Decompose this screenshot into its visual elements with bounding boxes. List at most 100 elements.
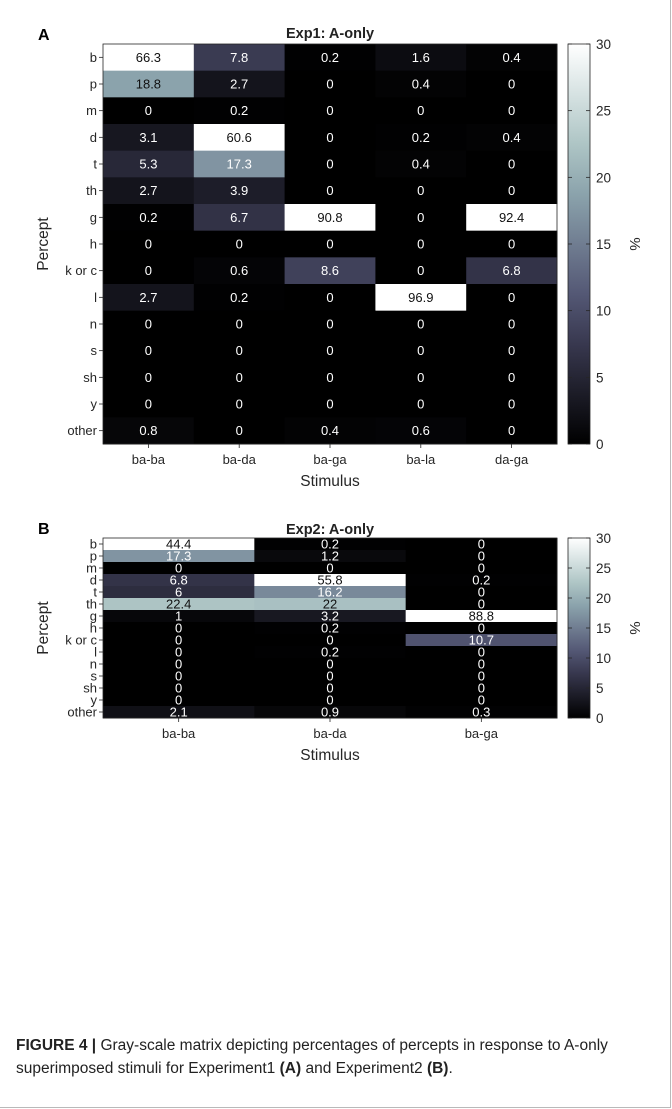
cell-value-label: 66.3 [136, 50, 161, 65]
figure-caption: FIGURE 4 | Gray-scale matrix depicting p… [16, 1034, 656, 1080]
cell-value-label: 0 [236, 237, 243, 252]
cell-value-label: 0 [145, 263, 152, 278]
colorbar-tick-label: 0 [596, 711, 604, 726]
colorbar-tick-label: 20 [596, 591, 611, 606]
cell-value-label: 0 [417, 397, 424, 412]
cell-value-label: 7.8 [230, 50, 248, 65]
figure-canvas: A Exp1: A-only 66.3 7.8 0.2 1.6 0.4 18.8 2.7 0 0.4… [0, 0, 672, 1030]
cell-value-label: 92.4 [499, 210, 524, 225]
cell-value-label: 3.1 [139, 130, 157, 145]
y-tick-label: g [90, 210, 97, 225]
x-tick-label: ba-la [406, 452, 436, 467]
x-tick-label: ba-ga [313, 452, 347, 467]
colorbar-tick-label: 25 [596, 561, 611, 576]
x-tick-label: ba-da [313, 726, 347, 741]
cell-value-label: 0 [236, 397, 243, 412]
cell-value-label: 0.2 [321, 50, 339, 65]
cell-value-label: 0 [417, 343, 424, 358]
cell-value-label: 0 [508, 370, 515, 385]
cell-value-label: 0 [326, 183, 333, 198]
cell-value-label: 0 [508, 343, 515, 358]
chart-title: Exp1: A-only [286, 26, 374, 42]
cell-value-label: 2.7 [139, 183, 157, 198]
cell-value-label: 0 [508, 317, 515, 332]
colorbar-tick-label: 5 [596, 681, 604, 696]
y-tick-label: other [67, 423, 97, 438]
cell-value-label: 0 [326, 130, 333, 145]
colorbar-tick-label: 15 [596, 237, 611, 252]
cell-value-label: 0.6 [230, 263, 248, 278]
x-tick-label: ba-ga [465, 726, 499, 741]
cell-value-label: 96.9 [408, 290, 433, 305]
x-tick-label: ba-da [223, 452, 257, 467]
cell-value-label: 0 [508, 290, 515, 305]
colorbar-tick-label: 30 [596, 37, 611, 52]
cell-value-label: 18.8 [136, 77, 161, 92]
x-tick-label: ba-ba [132, 452, 166, 467]
cell-value-label: 0 [326, 77, 333, 92]
panel-b-heatmap: B Exp2: A-only44.4 0.2 017.3 1.2 00 0 06.8 55.8 0… [35, 521, 643, 764]
cell-value-label: 0 [417, 237, 424, 252]
cell-value-label: 8.6 [321, 263, 339, 278]
colorbar-tick-label: 25 [596, 104, 611, 119]
cell-value-label: 0 [508, 423, 515, 438]
colorbar-tick-label: 0 [596, 437, 604, 452]
cell-value-label: 60.6 [227, 130, 252, 145]
cell-value-label: 0.4 [503, 130, 521, 145]
cell-value-label: 0 [326, 157, 333, 172]
cell-value-label: 0.4 [321, 423, 339, 438]
panel-label: B [38, 521, 50, 538]
cell-value-label: 0 [145, 237, 152, 252]
cell-value-label: 0 [145, 343, 152, 358]
y-tick-label: sh [83, 370, 97, 385]
colorbar-tick-label: 15 [596, 621, 611, 636]
y-tick-label: k or c [65, 263, 97, 278]
cell-value-label: 5.3 [139, 157, 157, 172]
cell-value-label: 0 [145, 317, 152, 332]
cell-value-label: 0 [417, 370, 424, 385]
y-tick-label: n [90, 317, 97, 332]
colorbar-label: % [626, 237, 643, 250]
colorbar-tick-label: 10 [596, 651, 611, 666]
cell-value-label: 1.6 [412, 50, 430, 65]
y-tick-label: l [94, 290, 97, 305]
y-tick-label: d [90, 130, 97, 145]
colorbar-tick-label: 20 [596, 170, 611, 185]
cell-value-label: 0 [326, 343, 333, 358]
y-tick-label: p [90, 77, 97, 92]
cell-value-label: 6.8 [503, 263, 521, 278]
cell-value-label: 0 [326, 370, 333, 385]
cell-value-label: 0 [417, 183, 424, 198]
cell-value-label: 0 [145, 103, 152, 118]
cell-value-label: 0 [145, 370, 152, 385]
x-tick-label: da-ga [495, 452, 529, 467]
cell-value-label: 0.4 [412, 77, 430, 92]
cell-value-label: 0 [326, 103, 333, 118]
colorbar-tick-label: 30 [596, 531, 611, 546]
cell-value-label: 0 [417, 210, 424, 225]
cell-value-label: 0 [508, 103, 515, 118]
caption-bold-a: (A) [280, 1060, 302, 1077]
y-axis-label: Percept [35, 217, 52, 271]
cell-value-label: 2.7 [139, 290, 157, 305]
cell-value-label: 0 [236, 423, 243, 438]
colorbar-label: % [626, 621, 643, 634]
cell-value-label: 2.7 [230, 77, 248, 92]
cell-value-label: 0 [508, 157, 515, 172]
cell-value-label: 0 [326, 237, 333, 252]
y-tick-label: th [86, 183, 97, 198]
x-axis-label: Stimulus [300, 473, 360, 490]
cell-value-label: 2.1 [170, 705, 188, 720]
cell-value-label: 0.2 [230, 103, 248, 118]
cell-value-label: 0.2 [230, 290, 248, 305]
y-tick-label: t [93, 157, 97, 172]
caption-text-3: . [448, 1060, 452, 1077]
colorbar-tick-label: 10 [596, 304, 611, 319]
cell-value-label: 0 [417, 263, 424, 278]
y-tick-label: k or c [65, 633, 97, 648]
panel-a-heatmap: A Exp1: A-only 66.3 7.8 0.2 1.6 0.4 18.8 2.7 0 0.4… [35, 26, 643, 490]
caption-prefix: FIGURE 4 | [16, 1037, 100, 1054]
cell-value-label: 0 [508, 237, 515, 252]
panel-label: A [38, 27, 50, 44]
cell-value-label: 17.3 [227, 157, 252, 172]
